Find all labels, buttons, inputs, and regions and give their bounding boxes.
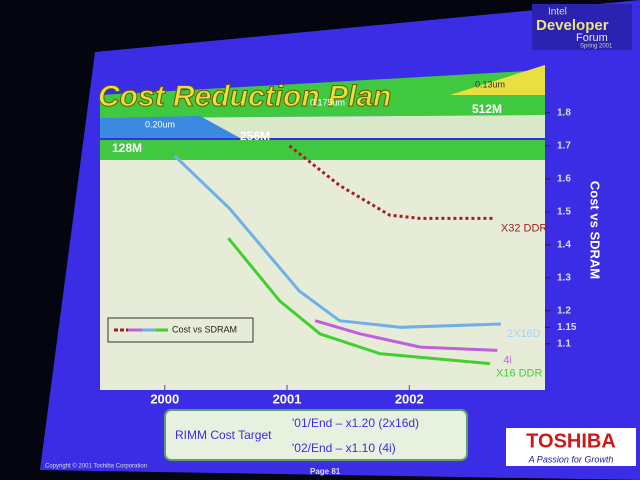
process-label: 0.20um <box>145 119 175 129</box>
process-band <box>450 65 545 95</box>
target-line: '01/End – x1.20 (2x16d) <box>292 416 419 430</box>
plot: 1.1 1.15 1.2 1.3 1.4 1.5 1.6 1.7 1.8 2000 2001 2002… <box>150 107 577 406</box>
target-label: RIMM Cost Target <box>175 428 272 442</box>
y-tick-label: 1.4 <box>557 239 571 250</box>
density-label: 256M <box>240 129 270 143</box>
logo-text: Forum <box>576 32 608 44</box>
process-band <box>100 70 545 118</box>
process-label: 0.13um <box>475 79 505 89</box>
x-tick-label: 2001 <box>273 391 302 406</box>
series-line <box>173 154 502 329</box>
series-label: X32 DDR <box>501 222 548 234</box>
y-tick-label: 1.3 <box>557 272 571 283</box>
x-tick-label: 2000 <box>150 391 179 406</box>
logo-box <box>532 4 632 50</box>
process-band <box>100 116 240 138</box>
logo-text: Intel <box>548 7 567 18</box>
density-label: 512M <box>472 102 502 116</box>
y-axis-label: Cost vs SDRAM <box>588 181 603 279</box>
series-label: 4i <box>503 354 512 366</box>
y-tick-label: 1.7 <box>557 140 571 151</box>
x-tick-label: 2002 <box>395 391 424 406</box>
density-label: 128M <box>112 141 142 155</box>
logo-text: Developer <box>536 17 609 34</box>
y-tick-label: 1.15 <box>557 322 577 333</box>
series-line <box>288 144 495 220</box>
target-box <box>164 409 468 461</box>
density-band <box>100 140 545 160</box>
y-tick-label: 1.5 <box>557 206 571 217</box>
copyright: Copyright © 2001 Toshiba Corporation <box>45 463 147 470</box>
brand-slogan: A Passion for Growth <box>528 454 614 464</box>
process-label: 0.175um <box>310 97 345 107</box>
series-line <box>314 319 498 352</box>
legend-label: Cost vs SDRAM <box>172 324 237 334</box>
plot-area <box>100 160 545 390</box>
brand-name: TOSHIBA <box>526 430 616 452</box>
y-tick-label: 1.1 <box>557 338 571 349</box>
series-line <box>227 237 491 366</box>
page-number: Page 81 <box>310 467 341 476</box>
brand-box <box>506 428 636 466</box>
slide-title: Cost Reduction Plan <box>98 80 391 113</box>
series-label: X16 DDR <box>496 368 543 380</box>
logo-text: Spring 2001 <box>580 44 613 50</box>
y-tick-label: 1.6 <box>557 173 571 184</box>
series-label: 2X16D <box>507 328 541 340</box>
y-tick-label: 1.2 <box>557 305 571 316</box>
target-line: '02/End – x1.10 (4i) <box>292 441 396 455</box>
y-tick-label: 1.8 <box>557 107 571 118</box>
